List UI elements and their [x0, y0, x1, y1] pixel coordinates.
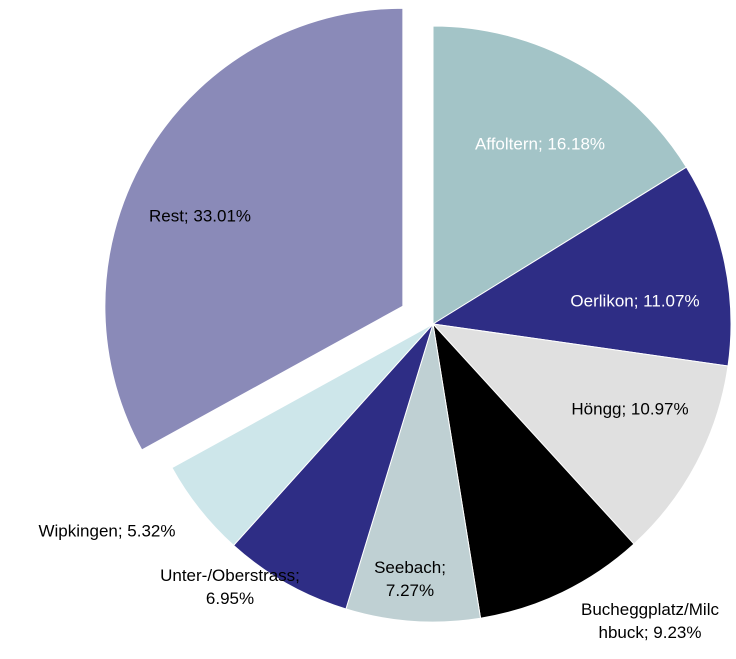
data-label: Oerlikon; 11.07%	[570, 291, 699, 310]
pie-slice	[432, 322, 635, 619]
data-label: Seebach; 7.27%	[374, 558, 446, 600]
data-label-line: Seebach;	[374, 558, 446, 577]
data-label-line: Unter-/Oberstrass;	[160, 566, 300, 585]
data-label: Bucheggplatz/Milc hbuck; 9.23%	[581, 600, 719, 642]
pie-slice	[345, 323, 482, 623]
pie-slice	[431, 166, 732, 367]
data-label: Affoltern; 16.18%	[475, 134, 605, 153]
data-label-line: hbuck; 9.23%	[598, 623, 701, 642]
data-label-line: Affoltern; 16.18%	[475, 134, 605, 153]
pie-slice	[104, 7, 404, 451]
pie-slice	[431, 323, 729, 545]
data-label: Höngg; 10.97%	[571, 399, 688, 418]
data-label: Unter-/Oberstrass; 6.95%	[160, 566, 300, 608]
pie-slice	[171, 323, 434, 547]
data-label: Wipkingen; 5.32%	[38, 521, 175, 540]
data-label-line: Oerlikon; 11.07%	[570, 291, 699, 310]
data-label-line: 7.27%	[386, 581, 434, 600]
pie-slice	[232, 323, 434, 610]
pie-slice	[432, 25, 688, 325]
data-label-line: Wipkingen; 5.32%	[38, 521, 175, 540]
data-label-line: 6.95%	[206, 589, 254, 608]
data-label-line: Bucheggplatz/Milc	[581, 600, 719, 619]
data-label: Rest; 33.01%	[149, 206, 251, 225]
data-label-line: Rest; 33.01%	[149, 206, 251, 225]
data-label-line: Höngg; 10.97%	[571, 399, 688, 418]
